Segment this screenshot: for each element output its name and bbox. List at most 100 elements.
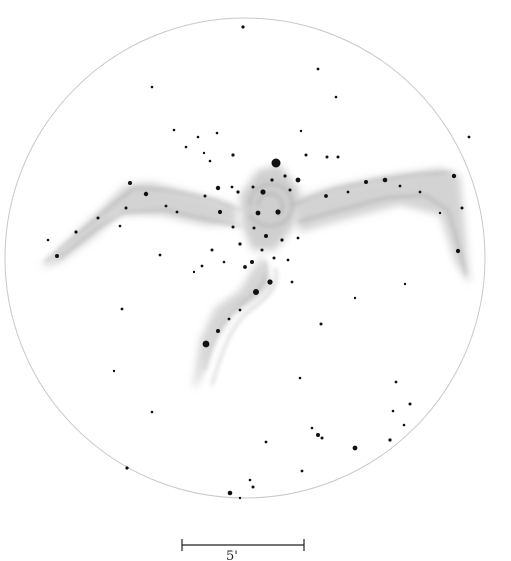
star [403, 282, 407, 286]
star [398, 184, 402, 188]
star [264, 234, 268, 238]
star [402, 423, 406, 427]
star [270, 178, 274, 182]
star [304, 153, 308, 157]
star [451, 173, 457, 179]
nebula-left-wing [40, 182, 238, 268]
star [300, 469, 304, 473]
star [325, 155, 329, 159]
star [298, 376, 302, 380]
star [208, 159, 212, 163]
nebula-glow [40, 165, 470, 390]
star [230, 185, 234, 189]
star [74, 230, 78, 234]
star [346, 190, 350, 194]
star [217, 209, 223, 215]
star [250, 260, 254, 264]
star [260, 189, 266, 195]
star [382, 177, 388, 183]
star [391, 409, 395, 413]
star [210, 248, 214, 252]
star [408, 402, 412, 406]
star [271, 158, 281, 168]
star [172, 128, 176, 132]
star [203, 194, 207, 198]
star [150, 85, 154, 89]
star [184, 145, 188, 149]
star [238, 242, 242, 246]
star [222, 260, 226, 264]
star [364, 180, 368, 184]
star [295, 177, 301, 183]
star [253, 289, 259, 295]
star [324, 194, 328, 198]
star [299, 129, 303, 133]
star [243, 265, 247, 269]
star [275, 209, 281, 215]
star [283, 174, 287, 178]
star [280, 238, 284, 242]
star [310, 426, 314, 430]
star [215, 185, 221, 191]
star [215, 131, 219, 135]
star [319, 322, 323, 326]
star [120, 307, 124, 311]
star [394, 380, 398, 384]
star [216, 329, 220, 333]
star [227, 317, 231, 321]
stars [46, 25, 471, 500]
star [296, 236, 300, 240]
star [175, 210, 179, 214]
star [128, 181, 132, 185]
star [164, 204, 168, 208]
star [143, 191, 149, 197]
nebula-body [240, 165, 300, 250]
star [200, 264, 204, 268]
star [252, 226, 256, 230]
star [352, 445, 358, 451]
star [236, 190, 240, 194]
star [231, 153, 235, 157]
field-of-view-circle [4, 17, 486, 499]
star [316, 67, 320, 71]
star [158, 253, 162, 257]
scale-bar [181, 539, 305, 551]
star [455, 248, 461, 254]
scale-bar-label: 5' [226, 549, 238, 561]
star [264, 440, 268, 444]
star [316, 433, 320, 437]
star [196, 135, 200, 139]
star [112, 369, 116, 373]
star [438, 211, 442, 215]
star [467, 135, 471, 139]
star [267, 279, 273, 285]
star [150, 410, 154, 414]
star [255, 210, 261, 216]
star [334, 95, 338, 99]
nebula-tail [193, 255, 272, 390]
star [288, 188, 292, 192]
star [320, 436, 324, 440]
star [241, 25, 245, 29]
nebula-strokes [44, 171, 467, 386]
star [192, 270, 196, 274]
star [336, 155, 340, 159]
star [238, 496, 242, 500]
star [286, 258, 290, 262]
star [231, 225, 235, 229]
star [272, 256, 276, 260]
star [260, 248, 264, 252]
star [202, 340, 210, 348]
star [96, 216, 100, 220]
star [124, 206, 128, 210]
nebula-right-wing [290, 168, 470, 285]
star [353, 296, 357, 300]
star [251, 485, 255, 489]
star [202, 151, 206, 155]
star [238, 308, 242, 312]
star [227, 490, 233, 496]
star [118, 224, 122, 228]
star [46, 238, 50, 242]
star [418, 190, 422, 194]
